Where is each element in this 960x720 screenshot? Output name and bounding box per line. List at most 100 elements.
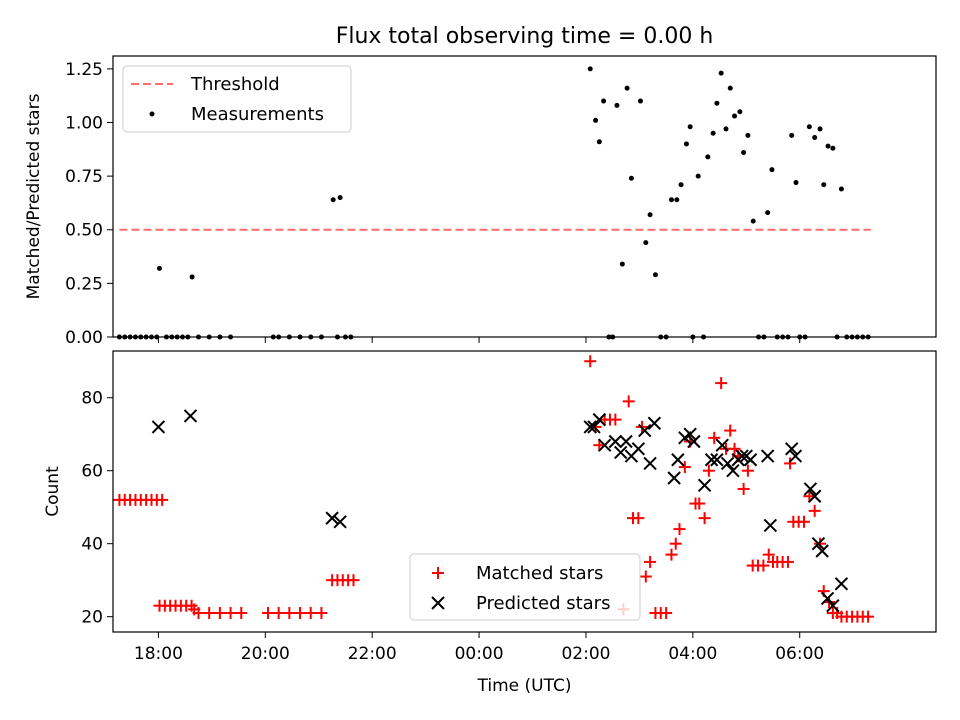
measurement-point bbox=[723, 126, 729, 132]
matched-star-point bbox=[315, 607, 328, 620]
measurement-point bbox=[619, 261, 625, 267]
ratio-axes: 0.00 0.25 0.50 0.75 1.00 1.25 bbox=[65, 60, 801, 348]
predicted-star-point bbox=[597, 438, 612, 452]
y-tick-label: 80 bbox=[81, 389, 103, 409]
count-y-axis-label: Count bbox=[43, 466, 63, 517]
measurement-point bbox=[674, 197, 680, 203]
ratio-legend: Threshold Measurements bbox=[122, 65, 352, 133]
measurement-point bbox=[628, 175, 634, 181]
measurement-point bbox=[769, 167, 775, 173]
matched-star-point bbox=[693, 497, 706, 510]
predicted-star-point bbox=[631, 442, 646, 456]
measurement-point bbox=[156, 265, 162, 271]
measurement-point bbox=[825, 143, 831, 149]
measurement-point bbox=[668, 197, 674, 203]
measurement-point bbox=[687, 124, 693, 130]
predicted-star-point bbox=[785, 442, 799, 456]
count-legend-box bbox=[409, 553, 641, 621]
count-axes: 20 40 60 80 18:00 20:00 22:00 00:00 02:00 04:00 06… bbox=[81, 389, 824, 664]
measurement-point bbox=[601, 98, 607, 104]
predicted-star-point bbox=[743, 453, 758, 467]
matched-star-point bbox=[584, 355, 597, 368]
matched-star-point bbox=[757, 559, 770, 572]
predicted-star-point bbox=[826, 599, 840, 613]
ratio-legend-box bbox=[122, 65, 352, 133]
matched-star-point bbox=[644, 555, 657, 568]
legend-measurements-label: Measurements bbox=[191, 104, 324, 125]
count-plot-frame bbox=[112, 350, 937, 633]
matched-star-point bbox=[304, 607, 317, 620]
predicted-star-point bbox=[647, 416, 662, 430]
predicted-star-point bbox=[697, 478, 712, 493]
matched-star-point bbox=[224, 607, 237, 620]
ratio-plot-frame bbox=[112, 55, 937, 338]
matched-star-point bbox=[741, 464, 754, 477]
measurement-point bbox=[337, 195, 343, 201]
matched-star-point bbox=[781, 555, 794, 568]
measurement-point bbox=[330, 197, 336, 203]
predicted-star-point bbox=[726, 463, 740, 478]
predicted-star-point bbox=[643, 456, 657, 471]
chart-title: Flux total observing time = 0.00 h bbox=[336, 24, 714, 49]
measurement-point bbox=[695, 173, 701, 179]
matched-star-point bbox=[261, 607, 274, 620]
measurement-point bbox=[596, 139, 602, 145]
x-tick-label: 06:00 bbox=[775, 644, 824, 664]
matched-star-point bbox=[639, 570, 652, 583]
measurement-point bbox=[838, 186, 844, 192]
legend-matched-swatch bbox=[432, 567, 444, 579]
measurement-point bbox=[737, 109, 743, 115]
predicted-star-point bbox=[151, 420, 166, 434]
predicted-star-point bbox=[807, 489, 822, 503]
predicted-star-point bbox=[815, 544, 829, 558]
matched-star-point bbox=[724, 424, 737, 437]
predicted-star-point bbox=[333, 515, 347, 529]
measurement-point bbox=[710, 130, 716, 136]
x-tick-label: 04:00 bbox=[668, 644, 717, 664]
predicted-star-point bbox=[834, 577, 849, 591]
predicted-star-point bbox=[803, 482, 818, 496]
predicted-star-point bbox=[183, 409, 198, 423]
x-tick-label: 02:00 bbox=[561, 644, 610, 664]
measurement-point bbox=[806, 124, 812, 130]
matched-star-point bbox=[678, 461, 691, 474]
y-tick-label: 0.50 bbox=[65, 221, 103, 241]
matched-star-point bbox=[708, 431, 721, 444]
measurement-point bbox=[793, 180, 799, 186]
legend-threshold-label: Threshold bbox=[190, 74, 280, 95]
x-tick-label: 20:00 bbox=[241, 644, 290, 664]
measurement-point bbox=[830, 145, 836, 151]
measurement-point bbox=[714, 100, 720, 106]
predicted-star-point bbox=[760, 449, 775, 463]
predicted-star-point bbox=[587, 420, 601, 434]
matched-star-point bbox=[715, 377, 728, 390]
measurement-point bbox=[732, 113, 738, 119]
matched-star-point bbox=[156, 493, 169, 506]
y-tick-label: 0.75 bbox=[65, 167, 103, 187]
matched-star-point bbox=[213, 607, 226, 620]
y-tick-label: 40 bbox=[81, 535, 103, 555]
measurement-point bbox=[678, 182, 684, 188]
measurement-point bbox=[587, 66, 593, 72]
measurement-point bbox=[727, 85, 733, 91]
matched-star-point bbox=[235, 607, 248, 620]
count-legend: Matched stars Predicted stars bbox=[409, 553, 641, 621]
measurement-point bbox=[637, 98, 643, 104]
predicted-star-point bbox=[735, 449, 749, 463]
y-tick-label: 1.00 bbox=[65, 113, 103, 133]
legend-measurements-swatch bbox=[149, 111, 155, 117]
matched-star-point bbox=[283, 607, 296, 620]
predicted-star-point bbox=[715, 438, 729, 452]
predicted-star-point bbox=[710, 453, 724, 467]
predicted-star-point bbox=[763, 518, 778, 533]
matched-star-point bbox=[203, 607, 216, 620]
measurement-point bbox=[745, 132, 751, 138]
matched-star-point bbox=[294, 607, 307, 620]
predicted-star-point bbox=[592, 412, 607, 427]
predicted-star-point bbox=[704, 453, 719, 467]
matched-star-point bbox=[737, 482, 750, 495]
measurement-point bbox=[789, 132, 795, 138]
predicted-star-point bbox=[788, 449, 803, 463]
measurement-point bbox=[821, 182, 827, 188]
